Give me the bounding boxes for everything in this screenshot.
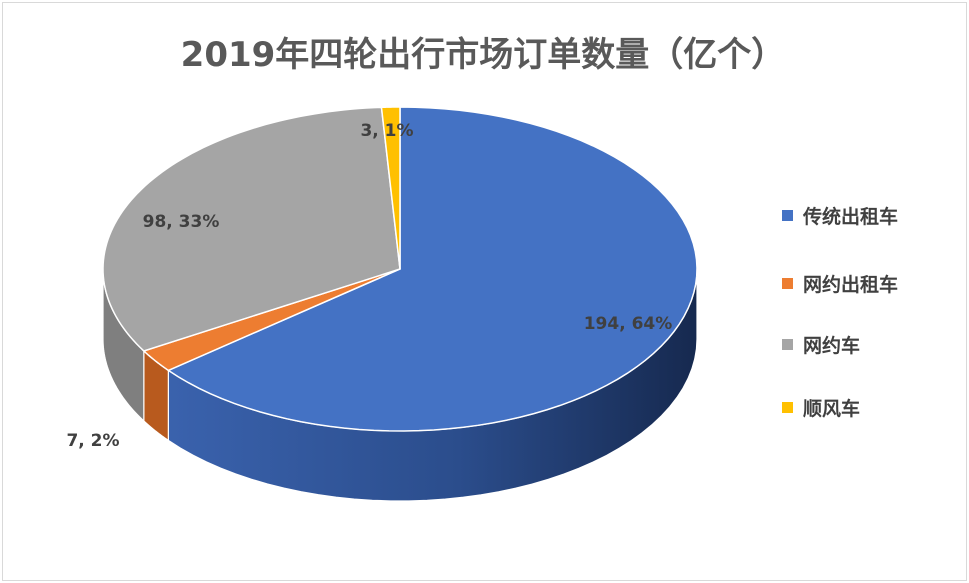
data-label-carpool: 3, 1% — [360, 121, 413, 141]
data-labels: 194, 64% 7, 2% 98, 33% 3, 1% — [66, 121, 672, 451]
legend-item-carpool: 顺风车 — [782, 397, 860, 420]
legend-item-ride-hailing: 网约车 — [782, 334, 860, 357]
legend-label-ride-hailing: 网约车 — [803, 334, 860, 357]
legend-swatch-carpool — [782, 402, 793, 413]
legend-item-online-taxi: 网约出租车 — [782, 273, 898, 296]
legend-swatch-online-taxi — [782, 278, 793, 289]
data-label-online-taxi: 7, 2% — [66, 431, 119, 451]
legend-swatch-ride-hailing — [782, 339, 793, 350]
legend-item-traditional-taxi: 传统出租车 — [782, 205, 898, 228]
legend-label-carpool: 顺风车 — [803, 397, 860, 420]
data-label-ride-hailing: 98, 33% — [143, 212, 220, 232]
legend-label-traditional-taxi: 传统出租车 — [802, 205, 898, 228]
chart-title: 2019年四轮出行市场订单数量（亿个） — [181, 35, 786, 75]
pie-slice-carpool — [380, 106, 401, 270]
pie-slice-ride-hailing — [102, 106, 401, 352]
legend-label-online-taxi: 网约出租车 — [803, 273, 898, 296]
pie-chart: 2019年四轮出行市场订单数量（亿个） 194, 64% 7, 2% 98, 33%… — [66, 35, 898, 502]
data-label-traditional-taxi: 194, 64% — [584, 314, 673, 334]
legend-swatch-traditional-taxi — [782, 210, 793, 221]
pie-slice-online-taxi — [142, 268, 401, 372]
pie-slices — [102, 106, 698, 432]
pie-slice-traditional-taxi — [166, 106, 698, 432]
